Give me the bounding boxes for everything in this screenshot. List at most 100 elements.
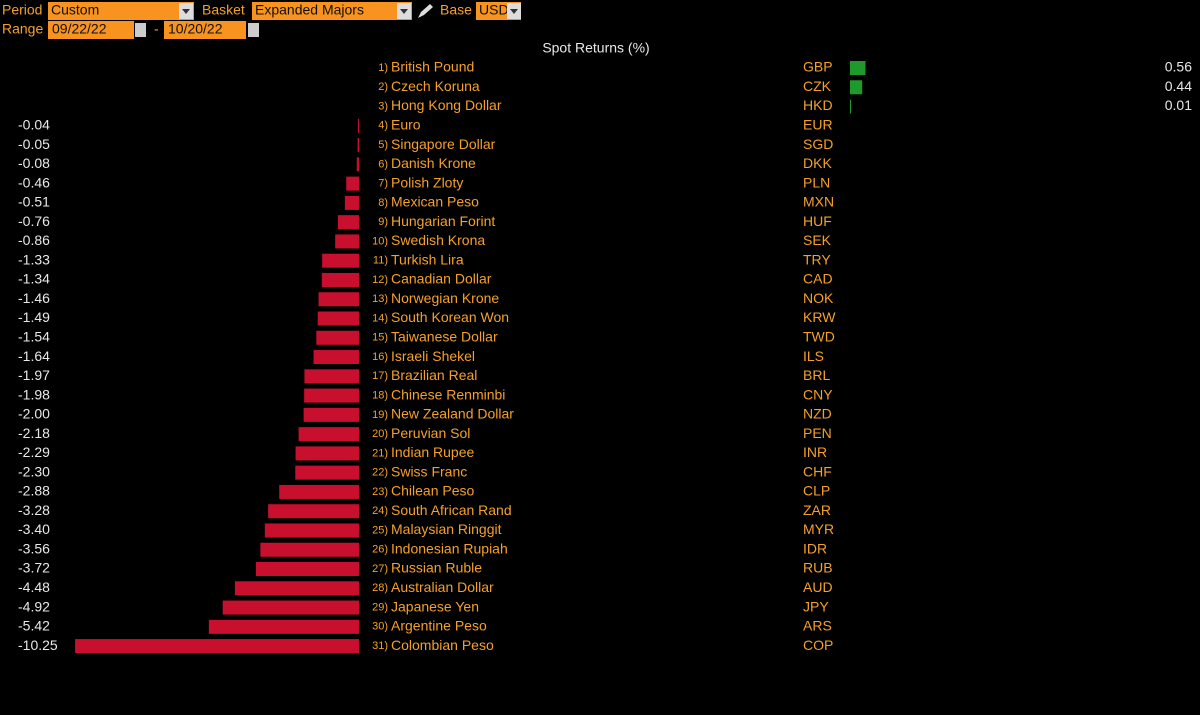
value-label: -1.33 <box>18 251 50 267</box>
currency-code: ILS <box>803 348 824 364</box>
end-date[interactable]: 10/20/22 <box>168 21 223 37</box>
currency-code: MXN <box>803 194 834 210</box>
rank: 4) <box>378 120 388 132</box>
currency-name: Indonesian Rupiah <box>391 540 508 556</box>
value-label: -1.46 <box>18 290 50 306</box>
currency-code: AUD <box>803 579 833 595</box>
base-value[interactable]: USD <box>479 2 509 18</box>
bar <box>222 600 359 615</box>
end-date-field[interactable] <box>164 21 246 39</box>
bar <box>357 118 359 133</box>
bar <box>264 523 359 538</box>
currency-code: NZD <box>803 406 832 422</box>
currency-name: Hungarian Forint <box>391 213 495 229</box>
currency-name: Australian Dollar <box>391 579 494 595</box>
rank: 30) <box>372 621 388 633</box>
currency-name: Danish Krone <box>391 155 476 171</box>
bar <box>317 311 359 326</box>
rank: 22) <box>372 467 388 479</box>
value-label: 0.44 <box>1165 78 1192 94</box>
currency-code: GBP <box>803 59 833 75</box>
currency-name: South African Rand <box>391 502 512 518</box>
value-label: -0.86 <box>18 232 50 248</box>
period-value[interactable]: Custom <box>51 2 99 18</box>
calendar-button[interactable] <box>135 23 146 37</box>
currency-name: Colombian Peso <box>391 637 494 653</box>
dropdown-icon <box>182 9 190 14</box>
bar <box>337 215 359 230</box>
currency-name: Swedish Krona <box>391 232 485 248</box>
bar <box>356 157 359 172</box>
start-date[interactable]: 09/22/22 <box>52 21 107 37</box>
bar <box>295 446 359 461</box>
dropdown-icon <box>400 9 408 14</box>
currency-name: Euro <box>391 117 421 133</box>
currency-code: IDR <box>803 540 827 556</box>
currency-code: TWD <box>803 328 835 344</box>
bar <box>208 619 359 634</box>
range-label: Range <box>2 21 43 37</box>
value-label: 0.01 <box>1165 97 1192 113</box>
value-label: -1.54 <box>18 328 50 344</box>
value-label: -1.34 <box>18 271 50 287</box>
value-label: -0.46 <box>18 174 50 190</box>
bar <box>304 388 359 403</box>
currency-code: PLN <box>803 174 830 190</box>
basket-value[interactable]: Expanded Majors <box>255 2 364 18</box>
value-label: -0.51 <box>18 194 50 210</box>
calendar-button[interactable] <box>248 23 259 37</box>
currency-code: CLP <box>803 483 830 499</box>
currency-name: Brazilian Real <box>391 367 477 383</box>
currency-code: PEN <box>803 425 832 441</box>
bar <box>313 350 359 365</box>
value-label: -10.25 <box>18 637 58 653</box>
value-label: -3.28 <box>18 502 50 518</box>
bar <box>279 484 359 499</box>
bar <box>304 369 359 384</box>
bar <box>318 292 359 307</box>
rank: 1) <box>378 62 388 74</box>
bar <box>850 80 863 95</box>
value-label: -0.08 <box>18 155 50 171</box>
bar <box>268 504 359 519</box>
value-label: -1.49 <box>18 309 50 325</box>
currency-code: CAD <box>803 271 833 287</box>
chart-title: Spot Returns (%) <box>542 40 649 56</box>
currency-code: BRL <box>803 367 830 383</box>
dropdown-icon <box>510 9 518 14</box>
bar <box>316 330 359 345</box>
value-label: -1.64 <box>18 348 50 364</box>
currency-name: Hong Kong Dollar <box>391 97 502 113</box>
currency-code: TRY <box>803 251 831 267</box>
bar <box>298 427 359 442</box>
rank: 3) <box>378 100 388 112</box>
value-label: -3.40 <box>18 521 50 537</box>
rank: 10) <box>372 235 388 247</box>
rank: 23) <box>372 486 388 498</box>
rank: 7) <box>378 178 388 190</box>
currency-code: MYR <box>803 521 834 537</box>
bar <box>344 195 359 210</box>
currency-name: South Korean Won <box>391 309 509 325</box>
currency-code: RUB <box>803 560 833 576</box>
rank: 28) <box>372 582 388 594</box>
currency-code: SEK <box>803 232 832 248</box>
value-label: -2.29 <box>18 444 50 460</box>
basket-field[interactable] <box>252 2 412 20</box>
currency-code: SGD <box>803 136 833 152</box>
currency-code: HKD <box>803 97 833 113</box>
start-date-field[interactable] <box>48 21 134 39</box>
rank: 21) <box>372 447 388 459</box>
currency-code: INR <box>803 444 827 460</box>
rank: 13) <box>372 293 388 305</box>
currency-name: Peruvian Sol <box>391 425 470 441</box>
value-label: -1.97 <box>18 367 50 383</box>
bar <box>255 562 359 577</box>
edit-icon[interactable] <box>418 4 433 18</box>
period-field[interactable] <box>48 2 194 20</box>
currency-name: Norwegian Krone <box>391 290 499 306</box>
value-label: 0.56 <box>1165 59 1192 75</box>
basket-label: Basket <box>202 2 245 18</box>
rank: 9) <box>378 216 388 228</box>
